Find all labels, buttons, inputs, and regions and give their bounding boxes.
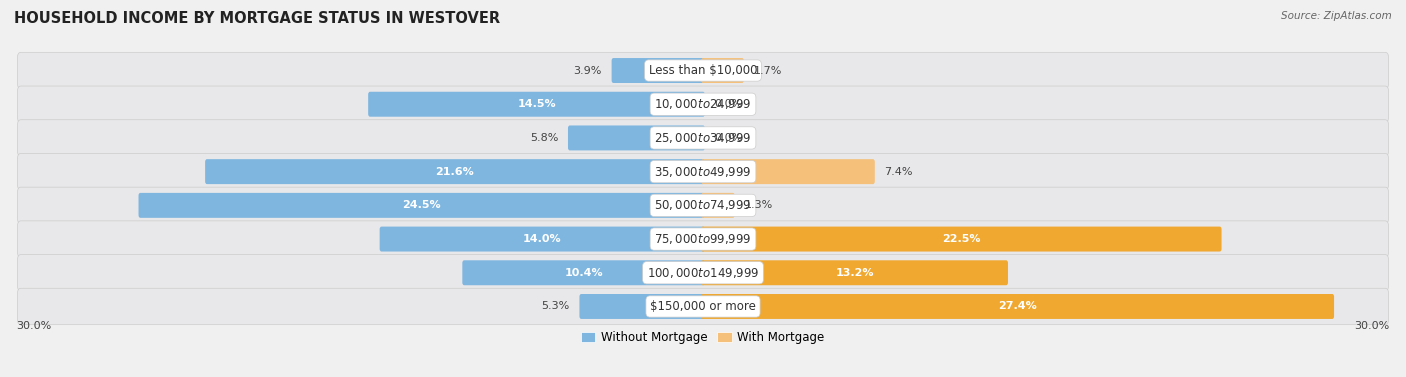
Text: $10,000 to $24,999: $10,000 to $24,999 xyxy=(654,97,752,111)
FancyBboxPatch shape xyxy=(17,288,1389,325)
FancyBboxPatch shape xyxy=(702,159,875,184)
Text: $25,000 to $34,999: $25,000 to $34,999 xyxy=(654,131,752,145)
Text: 22.5%: 22.5% xyxy=(942,234,980,244)
FancyBboxPatch shape xyxy=(205,159,704,184)
Text: 1.3%: 1.3% xyxy=(744,200,772,210)
FancyBboxPatch shape xyxy=(17,254,1389,291)
FancyBboxPatch shape xyxy=(17,187,1389,224)
Text: 24.5%: 24.5% xyxy=(402,200,441,210)
Legend: Without Mortgage, With Mortgage: Without Mortgage, With Mortgage xyxy=(576,326,830,349)
Text: 14.0%: 14.0% xyxy=(523,234,561,244)
Text: 0.0%: 0.0% xyxy=(714,99,742,109)
Text: $75,000 to $99,999: $75,000 to $99,999 xyxy=(654,232,752,246)
FancyBboxPatch shape xyxy=(17,120,1389,156)
FancyBboxPatch shape xyxy=(17,153,1389,190)
Text: 14.5%: 14.5% xyxy=(517,99,555,109)
Text: 5.8%: 5.8% xyxy=(530,133,558,143)
FancyBboxPatch shape xyxy=(17,221,1389,257)
Text: Source: ZipAtlas.com: Source: ZipAtlas.com xyxy=(1281,11,1392,21)
Text: 5.3%: 5.3% xyxy=(541,302,569,311)
Text: 13.2%: 13.2% xyxy=(835,268,873,278)
FancyBboxPatch shape xyxy=(702,294,1334,319)
FancyBboxPatch shape xyxy=(368,92,704,117)
FancyBboxPatch shape xyxy=(612,58,704,83)
Text: 27.4%: 27.4% xyxy=(998,302,1038,311)
FancyBboxPatch shape xyxy=(702,193,735,218)
Text: 7.4%: 7.4% xyxy=(884,167,912,177)
FancyBboxPatch shape xyxy=(702,227,1222,251)
Text: HOUSEHOLD INCOME BY MORTGAGE STATUS IN WESTOVER: HOUSEHOLD INCOME BY MORTGAGE STATUS IN W… xyxy=(14,11,501,26)
FancyBboxPatch shape xyxy=(568,126,704,150)
Text: 3.9%: 3.9% xyxy=(574,66,602,75)
Text: 30.0%: 30.0% xyxy=(1354,321,1389,331)
Text: 0.0%: 0.0% xyxy=(714,133,742,143)
Text: 21.6%: 21.6% xyxy=(436,167,474,177)
FancyBboxPatch shape xyxy=(380,227,704,251)
Text: 10.4%: 10.4% xyxy=(564,268,603,278)
Text: $100,000 to $149,999: $100,000 to $149,999 xyxy=(647,266,759,280)
Text: $50,000 to $74,999: $50,000 to $74,999 xyxy=(654,198,752,212)
Text: Less than $10,000: Less than $10,000 xyxy=(648,64,758,77)
FancyBboxPatch shape xyxy=(463,260,704,285)
FancyBboxPatch shape xyxy=(579,294,704,319)
Text: 30.0%: 30.0% xyxy=(17,321,52,331)
FancyBboxPatch shape xyxy=(17,52,1389,89)
FancyBboxPatch shape xyxy=(17,86,1389,123)
Text: 1.7%: 1.7% xyxy=(754,66,782,75)
Text: $150,000 or more: $150,000 or more xyxy=(650,300,756,313)
Text: $35,000 to $49,999: $35,000 to $49,999 xyxy=(654,165,752,179)
FancyBboxPatch shape xyxy=(702,260,1008,285)
FancyBboxPatch shape xyxy=(139,193,704,218)
FancyBboxPatch shape xyxy=(702,58,744,83)
